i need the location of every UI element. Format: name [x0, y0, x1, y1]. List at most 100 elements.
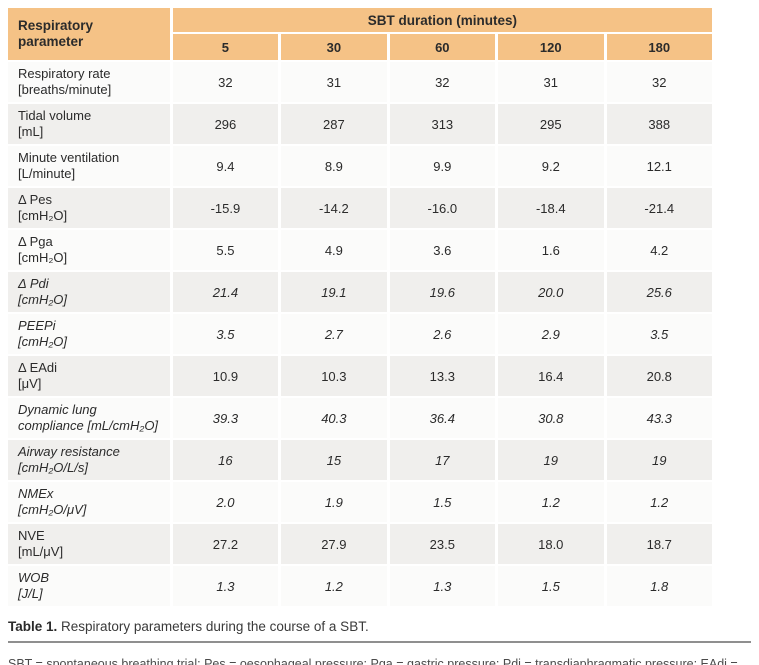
value-cell: 20.0 — [498, 272, 604, 312]
value-cell: -15.9 — [172, 188, 279, 228]
value-cell: 27.2 — [172, 524, 279, 564]
table-row: Δ Pga [cmH₂O] 5.5 4.9 3.6 1.6 4.2 — [8, 230, 712, 270]
value-cell: -18.4 — [498, 188, 604, 228]
group-header-row: Respiratory parameter SBT duration (minu… — [8, 8, 712, 60]
value-cell: -14.2 — [281, 188, 387, 228]
value-cell: 9.4 — [172, 146, 279, 186]
value-cell: 30.8 — [498, 398, 604, 438]
column-header-30: 30 — [281, 34, 387, 60]
column-header-5: 5 — [172, 34, 279, 60]
value-cell: 3.5 — [172, 314, 279, 354]
parameter-name-cell: WOB [J/L] — [8, 566, 170, 606]
parameter-name-cell: NMEx [cmH₂O/μV] — [8, 482, 170, 522]
value-cell: 313 — [389, 104, 496, 144]
parameter-name-cell: Δ Pdi [cmH₂O] — [8, 272, 170, 312]
column-header-120: 120 — [498, 34, 604, 60]
column-header-60: 60 — [389, 34, 496, 60]
value-cell: 15 — [281, 440, 387, 480]
value-cell: 19 — [498, 440, 604, 480]
value-cell: 21.4 — [172, 272, 279, 312]
column-header-180: 180 — [606, 34, 712, 60]
value-cell: 4.9 — [281, 230, 387, 270]
parameter-name-cell: PEEPi [cmH₂O] — [8, 314, 170, 354]
parameter-name-cell: Δ Pes [cmH₂O] — [8, 188, 170, 228]
column-header-row: 5 30 60 120 180 — [8, 34, 712, 60]
parameter-name-cell: Respiratory rate [breaths/minute] — [8, 62, 170, 102]
value-cell: 287 — [281, 104, 387, 144]
value-cell: 5.5 — [172, 230, 279, 270]
table-row: PEEPi [cmH₂O] 3.5 2.7 2.6 2.9 3.5 — [8, 314, 712, 354]
respiratory-parameters-table: Respiratory parameter SBT duration (minu… — [5, 6, 715, 608]
table-row: Δ Pes [cmH₂O] -15.9 -14.2 -16.0 -18.4 -21.4 — [8, 188, 712, 228]
table-row: Respiratory rate [breaths/minute] 32 31 32 31… — [8, 62, 712, 102]
value-cell: 19.1 — [281, 272, 387, 312]
value-cell: 12.1 — [606, 146, 712, 186]
value-cell: 31 — [498, 62, 604, 102]
abbreviations-footnote: SBT = spontaneous breathing trial; Pes =… — [8, 652, 751, 665]
value-cell: 39.3 — [172, 398, 279, 438]
value-cell: 3.6 — [389, 230, 496, 270]
value-cell: 43.3 — [606, 398, 712, 438]
parameter-name-cell: Airway resistance [cmH₂O/L/s] — [8, 440, 170, 480]
value-cell: -21.4 — [606, 188, 712, 228]
value-cell: 1.2 — [281, 566, 387, 606]
table-row: Dynamic lung compliance [mL/cmH₂O] 39.3 40.… — [8, 398, 712, 438]
value-cell: 3.5 — [606, 314, 712, 354]
corner-header-line1: Respiratory — [18, 18, 94, 33]
value-cell: -16.0 — [389, 188, 496, 228]
parameter-name-cell: Tidal volume [mL] — [8, 104, 170, 144]
value-cell: 16.4 — [498, 356, 604, 396]
parameter-name-cell: Dynamic lung compliance [mL/cmH₂O] — [8, 398, 170, 438]
table-row: NVE [mL/μV] 27.2 27.9 23.5 18.0 18.7 — [8, 524, 712, 564]
table-row: NMEx [cmH₂O/μV] 2.0 1.9 1.5 1.2 1.2 — [8, 482, 712, 522]
table-row: Tidal volume [mL] 296 287 313 295 388 — [8, 104, 712, 144]
value-cell: 10.3 — [281, 356, 387, 396]
table-header: Respiratory parameter SBT duration (minu… — [8, 8, 712, 60]
parameter-name-cell: Δ EAdi [μV] — [8, 356, 170, 396]
group-header-sbt-duration: SBT duration (minutes) — [172, 8, 712, 32]
value-cell: 1.5 — [498, 566, 604, 606]
value-cell: 1.3 — [389, 566, 496, 606]
value-cell: 32 — [606, 62, 712, 102]
parameter-name-cell: NVE [mL/μV] — [8, 524, 170, 564]
value-cell: 1.2 — [606, 482, 712, 522]
value-cell: 13.3 — [389, 356, 496, 396]
value-cell: 296 — [172, 104, 279, 144]
parameter-name-cell: Δ Pga [cmH₂O] — [8, 230, 170, 270]
table-row: Δ Pdi [cmH₂O] 21.4 19.1 19.6 20.0 25.6 — [8, 272, 712, 312]
value-cell: 388 — [606, 104, 712, 144]
value-cell: 19.6 — [389, 272, 496, 312]
value-cell: 36.4 — [389, 398, 496, 438]
value-cell: 17 — [389, 440, 496, 480]
value-cell: 20.8 — [606, 356, 712, 396]
footnote-line-1: SBT = spontaneous breathing trial; Pes =… — [8, 657, 738, 665]
caption-divider — [8, 641, 751, 643]
value-cell: 1.9 — [281, 482, 387, 522]
corner-header-respiratory-parameter: Respiratory parameter — [8, 8, 170, 60]
value-cell: 23.5 — [389, 524, 496, 564]
value-cell: 10.9 — [172, 356, 279, 396]
value-cell: 40.3 — [281, 398, 387, 438]
value-cell: 25.6 — [606, 272, 712, 312]
value-cell: 2.9 — [498, 314, 604, 354]
value-cell: 1.2 — [498, 482, 604, 522]
value-cell: 9.9 — [389, 146, 496, 186]
caption-text: Respiratory parameters during the course… — [61, 619, 369, 634]
table-row: Minute ventilation [L/minute] 9.4 8.9 9.9 9.2… — [8, 146, 712, 186]
caption-label: Table 1. — [8, 619, 58, 634]
value-cell: 2.7 — [281, 314, 387, 354]
corner-header-line2: parameter — [18, 34, 84, 49]
value-cell: 31 — [281, 62, 387, 102]
value-cell: 1.5 — [389, 482, 496, 522]
value-cell: 18.7 — [606, 524, 712, 564]
value-cell: 9.2 — [498, 146, 604, 186]
value-cell: 16 — [172, 440, 279, 480]
table-body: Respiratory rate [breaths/minute] 32 31 32 31… — [8, 62, 712, 606]
value-cell: 1.3 — [172, 566, 279, 606]
value-cell: 2.0 — [172, 482, 279, 522]
table-row: Δ EAdi [μV] 10.9 10.3 13.3 16.4 20.8 — [8, 356, 712, 396]
value-cell: 295 — [498, 104, 604, 144]
value-cell: 1.6 — [498, 230, 604, 270]
table-row: WOB [J/L] 1.3 1.2 1.3 1.5 1.8 — [8, 566, 712, 606]
